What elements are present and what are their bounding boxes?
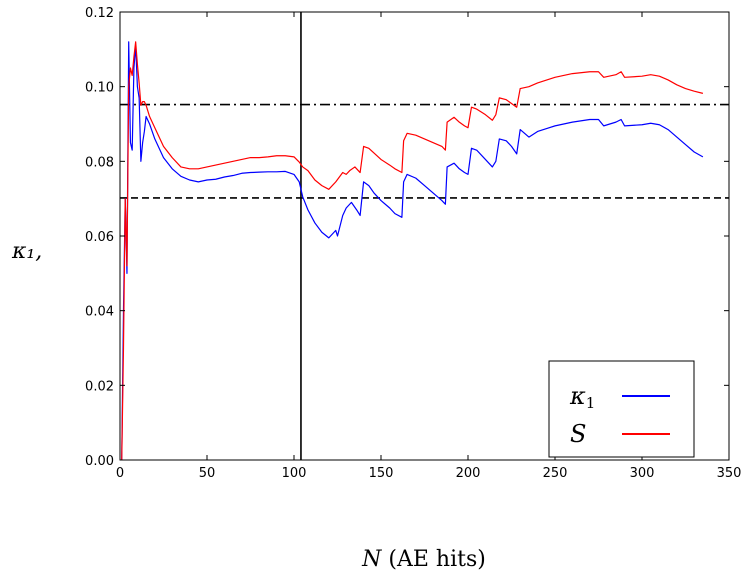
- x-tick-label: 200: [456, 466, 481, 481]
- legend-box: [548, 360, 695, 458]
- x-axis-label: N (AE hits): [361, 547, 486, 572]
- legend-label: κ1: [569, 382, 595, 412]
- y-tick-label: 0.04: [85, 305, 114, 320]
- x-tick-label: 150: [369, 466, 394, 481]
- y-tick-label: 0.08: [85, 155, 114, 170]
- legend-label: S: [570, 420, 586, 448]
- x-axis: 0 50 100 150 200 250 300 350: [116, 12, 742, 481]
- reference-lines: [120, 12, 729, 460]
- y-axis-label: κ₁,: [11, 239, 42, 264]
- y-tick-label: 0.06: [85, 230, 114, 245]
- x-tick-label: 350: [717, 466, 742, 481]
- x-tick-label: 50: [199, 466, 216, 481]
- series-layer: [121, 41, 704, 460]
- x-tick-label: 300: [630, 466, 655, 481]
- series-line-s: [121, 41, 704, 460]
- y-axis: 0.00 0.02 0.04 0.06 0.08 0.10 0.12: [85, 6, 729, 469]
- series-line-kappa1: [121, 41, 704, 460]
- y-tick-label: 0.00: [85, 454, 114, 469]
- y-tick-label: 0.10: [85, 81, 114, 96]
- x-tick-label: 0: [116, 466, 124, 481]
- y-tick-label: 0.02: [85, 379, 114, 394]
- legend: κ1 S: [548, 360, 695, 458]
- x-tick-label: 250: [543, 466, 568, 481]
- x-tick-label: 100: [282, 466, 307, 481]
- y-tick-label: 0.12: [85, 6, 114, 21]
